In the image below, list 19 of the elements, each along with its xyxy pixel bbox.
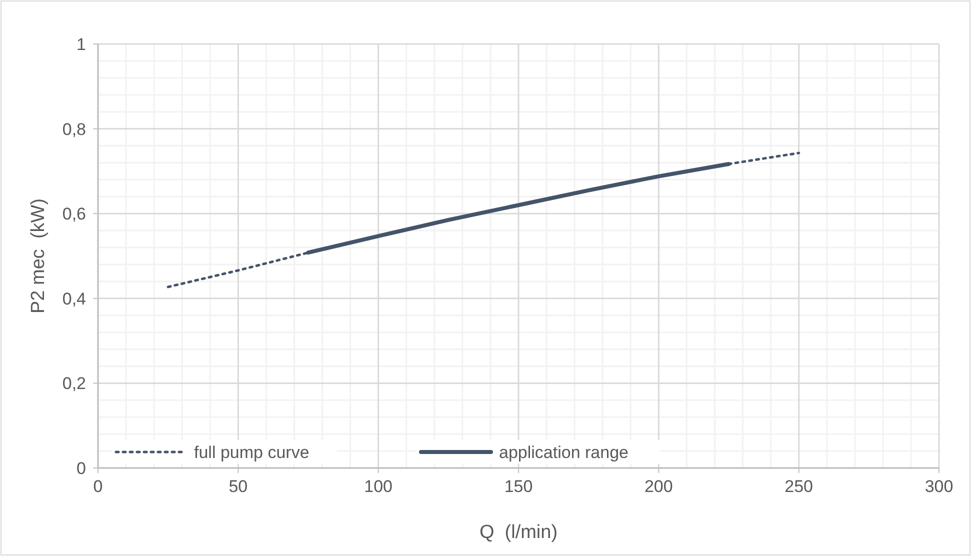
legend-label: application range (499, 443, 628, 462)
legend-label: full pump curve (194, 443, 310, 462)
line-series (166, 152, 800, 288)
x-tick-label: 150 (504, 477, 533, 496)
x-tick-label: 300 (924, 477, 954, 496)
x-tick-label: 250 (784, 477, 814, 496)
x-tick-label: 100 (364, 477, 393, 496)
x-tick-label: 50 (228, 477, 248, 496)
x-tick-label: 200 (644, 477, 673, 496)
x-axis-title: Q (l/min) (479, 522, 558, 543)
y-tick-label: 1 (76, 35, 86, 54)
y-tick-label: 0,4 (62, 289, 86, 308)
y-tick-label: 0,2 (62, 374, 86, 394)
y-axis-title: P2 mec (kW) (28, 198, 49, 314)
y-tick-label: 0,6 (62, 204, 86, 224)
y-tick-label: 0 (76, 459, 86, 478)
x-tick-label: 0 (93, 477, 103, 496)
line-series (306, 162, 731, 255)
y-tick-label: 0,8 (62, 120, 86, 139)
